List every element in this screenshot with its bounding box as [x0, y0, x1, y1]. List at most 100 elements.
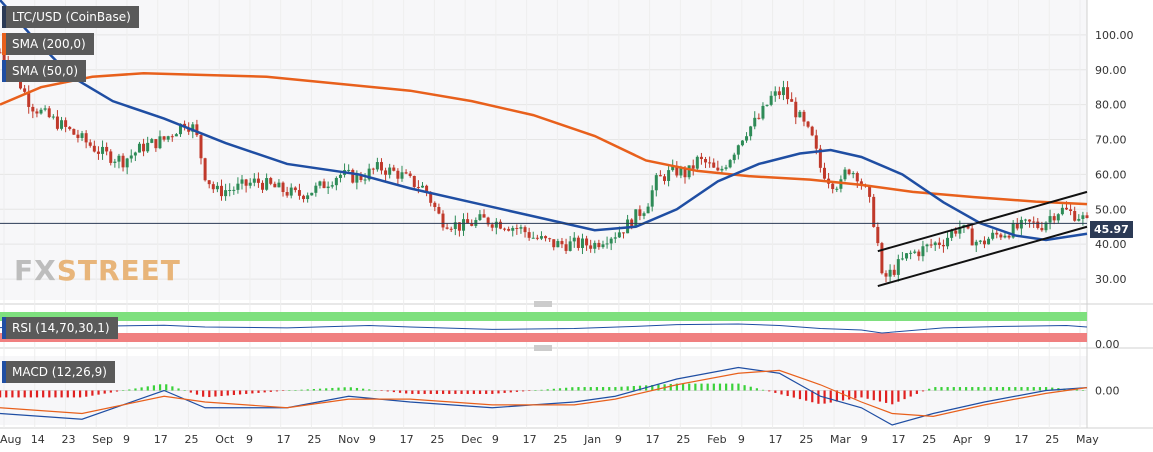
candle-body: [170, 136, 174, 138]
x-tick-label: Apr: [953, 433, 973, 446]
candle-body: [420, 185, 424, 188]
candle-body: [338, 174, 342, 178]
candle-body: [810, 126, 814, 136]
candle-body: [658, 175, 662, 177]
candle-body: [273, 183, 277, 188]
macd-histogram-bar: [128, 389, 131, 391]
legend-rsi[interactable]: RSI (14,70,30,1): [2, 317, 118, 339]
candle-body: [523, 227, 527, 233]
candle-body: [1073, 210, 1077, 221]
x-tick-label: 17: [769, 433, 783, 446]
macd-histogram-bar: [54, 390, 57, 398]
candle-body: [408, 173, 412, 176]
legend-sma200[interactable]: SMA (200,0): [2, 33, 94, 55]
x-tick-label: 14: [31, 433, 45, 446]
candle-body: [511, 227, 515, 231]
candle-body: [449, 228, 453, 230]
candle-body: [72, 129, 76, 135]
candle-body: [802, 111, 806, 122]
macd-histogram-bar: [208, 390, 211, 398]
candle-body: [892, 269, 896, 275]
rsi-overbought-band: [0, 312, 1087, 321]
candle-body: [113, 161, 117, 163]
candle-body: [498, 221, 502, 229]
candle-body: [982, 240, 986, 245]
candle-body: [650, 190, 654, 207]
macd-histogram-bar: [749, 386, 752, 391]
x-tick-label: Mar: [830, 433, 851, 446]
legend-sma50[interactable]: SMA (50,0): [2, 60, 87, 82]
candle-body: [708, 162, 712, 164]
macd-histogram-bar: [220, 390, 223, 397]
macd-histogram-bar: [848, 390, 851, 400]
candle-body: [1040, 227, 1044, 231]
candle-body: [76, 134, 80, 138]
candle-body: [950, 230, 954, 238]
macd-histogram-bar: [300, 389, 303, 391]
x-tick-label: 25: [922, 433, 936, 446]
macd-histogram-bar: [405, 390, 408, 394]
legend-rsi-swatch: [2, 317, 6, 339]
macd-histogram-bar: [29, 390, 32, 398]
x-tick-label: Nov: [338, 433, 360, 446]
x-tick-label: 17: [277, 433, 291, 446]
macd-histogram-bar: [60, 390, 63, 398]
x-tick-label: 25: [553, 433, 567, 446]
candle-body: [1032, 221, 1036, 223]
candle-body: [687, 165, 691, 178]
candle-body: [256, 178, 260, 183]
price-pane-background: [0, 0, 1087, 300]
macd-histogram-bar: [854, 390, 857, 399]
x-tick-label: 9: [369, 433, 376, 446]
macd-histogram-bar: [571, 387, 574, 391]
candle-body: [576, 237, 580, 248]
macd-histogram-bar: [595, 387, 599, 391]
macd-histogram-bar: [349, 387, 352, 391]
candle-body: [1081, 215, 1085, 219]
candle-body: [178, 123, 182, 135]
candle-body: [868, 186, 872, 197]
candle-body: [150, 139, 154, 143]
candle-body: [941, 244, 945, 247]
candle-body: [265, 178, 269, 190]
legend-price[interactable]: LTC/USD (CoinBase): [2, 6, 139, 28]
macd-histogram-bar: [583, 387, 586, 391]
macd-histogram-bar: [35, 390, 39, 398]
candle-body: [740, 140, 744, 146]
candle-body: [248, 182, 252, 186]
candle-body: [462, 219, 466, 231]
candle-body: [1044, 222, 1048, 231]
macd-histogram-bar: [294, 390, 297, 391]
macd-histogram-bar: [614, 387, 617, 391]
legend-sma50-swatch: [2, 60, 6, 82]
candle-body: [2, 52, 6, 63]
candle-body: [306, 195, 310, 200]
candle-body: [429, 192, 433, 203]
x-tick-label: 17: [892, 433, 906, 446]
candle-body: [133, 152, 137, 156]
candle-body: [933, 242, 937, 246]
macd-histogram-bar: [792, 390, 795, 398]
candle-body: [125, 158, 129, 168]
candle-body: [232, 189, 236, 191]
macd-histogram-bar: [214, 390, 217, 397]
candle-body: [621, 232, 625, 234]
candle-body: [281, 182, 285, 193]
candle-body: [326, 186, 330, 189]
macd-histogram-bar: [42, 390, 45, 398]
candle-body: [314, 185, 318, 193]
sma50-line: [0, 0, 1088, 242]
candle-body: [441, 213, 445, 228]
candle-body: [1064, 207, 1068, 210]
legend-macd[interactable]: MACD (12,26,9): [2, 361, 115, 383]
macd-histogram-bar: [312, 389, 315, 391]
candle-body: [568, 241, 572, 251]
candle-body: [39, 109, 43, 114]
candle-body: [790, 99, 794, 102]
candle-body: [716, 167, 720, 171]
candle-body: [929, 244, 933, 246]
candle-body: [35, 111, 39, 114]
macd-histogram-bar: [1020, 387, 1023, 391]
macd-histogram-bar: [423, 390, 426, 394]
candle-body: [663, 176, 667, 181]
